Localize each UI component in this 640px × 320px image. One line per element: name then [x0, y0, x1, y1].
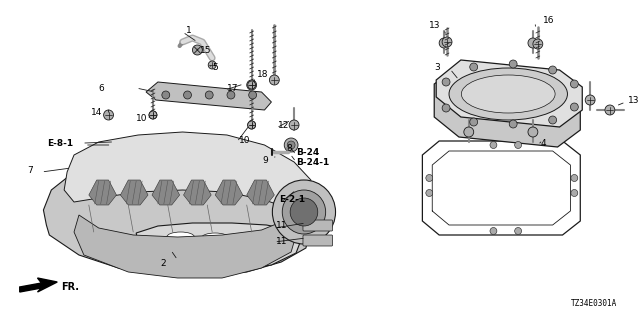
Circle shape — [470, 118, 477, 126]
Polygon shape — [246, 180, 275, 205]
Circle shape — [605, 105, 615, 115]
Text: 10: 10 — [136, 114, 148, 123]
Text: E-8-1: E-8-1 — [47, 139, 74, 148]
Text: 4: 4 — [541, 139, 547, 148]
Text: 6: 6 — [99, 84, 104, 92]
Text: TZ34E0301A: TZ34E0301A — [570, 299, 617, 308]
Text: 7: 7 — [28, 165, 33, 174]
Circle shape — [548, 66, 557, 74]
Circle shape — [426, 174, 433, 181]
Ellipse shape — [202, 233, 229, 243]
Text: 17: 17 — [227, 84, 239, 92]
Circle shape — [249, 91, 257, 99]
Circle shape — [282, 190, 326, 234]
Text: B-24-1: B-24-1 — [296, 157, 330, 166]
Circle shape — [284, 138, 298, 152]
Ellipse shape — [198, 247, 226, 257]
Circle shape — [470, 63, 477, 71]
Circle shape — [490, 228, 497, 235]
Circle shape — [248, 81, 255, 89]
FancyBboxPatch shape — [303, 220, 333, 231]
Text: 11: 11 — [276, 221, 288, 230]
Circle shape — [290, 198, 318, 226]
Text: 13: 13 — [628, 95, 639, 105]
FancyBboxPatch shape — [303, 235, 333, 246]
Circle shape — [227, 91, 235, 99]
Circle shape — [208, 61, 216, 69]
Circle shape — [528, 127, 538, 137]
Text: 15: 15 — [200, 45, 212, 54]
Circle shape — [289, 120, 299, 130]
Ellipse shape — [164, 245, 191, 255]
Polygon shape — [120, 180, 148, 205]
Circle shape — [509, 60, 517, 68]
Text: 13: 13 — [429, 20, 441, 29]
Text: 16: 16 — [543, 15, 554, 25]
Circle shape — [149, 111, 157, 119]
Text: 2: 2 — [160, 260, 166, 268]
Polygon shape — [184, 180, 211, 205]
Polygon shape — [136, 223, 301, 270]
Circle shape — [104, 110, 113, 120]
Polygon shape — [422, 141, 580, 235]
Circle shape — [490, 141, 497, 148]
Text: 5: 5 — [212, 62, 218, 71]
Circle shape — [585, 95, 595, 105]
Circle shape — [571, 174, 578, 181]
Circle shape — [442, 104, 450, 112]
Text: 12: 12 — [278, 121, 290, 130]
Ellipse shape — [167, 232, 195, 242]
Circle shape — [287, 141, 295, 149]
Circle shape — [426, 189, 433, 196]
Ellipse shape — [233, 247, 260, 257]
Text: 18: 18 — [257, 69, 268, 78]
Text: 1: 1 — [186, 26, 191, 35]
Circle shape — [248, 121, 255, 129]
Circle shape — [533, 39, 543, 49]
Circle shape — [464, 127, 474, 137]
Ellipse shape — [449, 68, 568, 120]
Polygon shape — [89, 180, 116, 205]
Text: 9: 9 — [262, 156, 268, 164]
Circle shape — [162, 91, 170, 99]
Circle shape — [515, 141, 522, 148]
Text: 3: 3 — [434, 62, 440, 71]
Circle shape — [439, 38, 449, 48]
Text: 11: 11 — [276, 236, 288, 245]
Circle shape — [184, 91, 191, 99]
Circle shape — [509, 120, 517, 128]
Circle shape — [246, 80, 257, 90]
Polygon shape — [152, 180, 180, 205]
Polygon shape — [64, 132, 311, 210]
Circle shape — [548, 116, 557, 124]
Polygon shape — [20, 278, 57, 292]
Circle shape — [442, 37, 452, 47]
Text: 8: 8 — [286, 143, 292, 153]
Circle shape — [193, 45, 202, 55]
Text: 14: 14 — [91, 108, 102, 116]
Circle shape — [149, 111, 157, 119]
Circle shape — [248, 121, 255, 129]
Polygon shape — [44, 145, 311, 275]
Polygon shape — [146, 82, 271, 110]
Text: FR.: FR. — [61, 282, 79, 292]
Ellipse shape — [461, 75, 555, 113]
Circle shape — [570, 103, 579, 111]
Text: B-24: B-24 — [296, 148, 319, 156]
Circle shape — [273, 180, 335, 244]
Circle shape — [571, 189, 578, 196]
Polygon shape — [215, 180, 243, 205]
Polygon shape — [436, 60, 582, 127]
Polygon shape — [74, 215, 296, 278]
Polygon shape — [434, 67, 580, 147]
Circle shape — [528, 38, 538, 48]
Circle shape — [442, 78, 450, 86]
Ellipse shape — [236, 233, 264, 243]
Circle shape — [269, 75, 279, 85]
Text: E-2-1: E-2-1 — [279, 196, 305, 204]
Text: 10: 10 — [239, 135, 250, 145]
Circle shape — [515, 228, 522, 235]
Circle shape — [570, 80, 579, 88]
Circle shape — [205, 91, 213, 99]
